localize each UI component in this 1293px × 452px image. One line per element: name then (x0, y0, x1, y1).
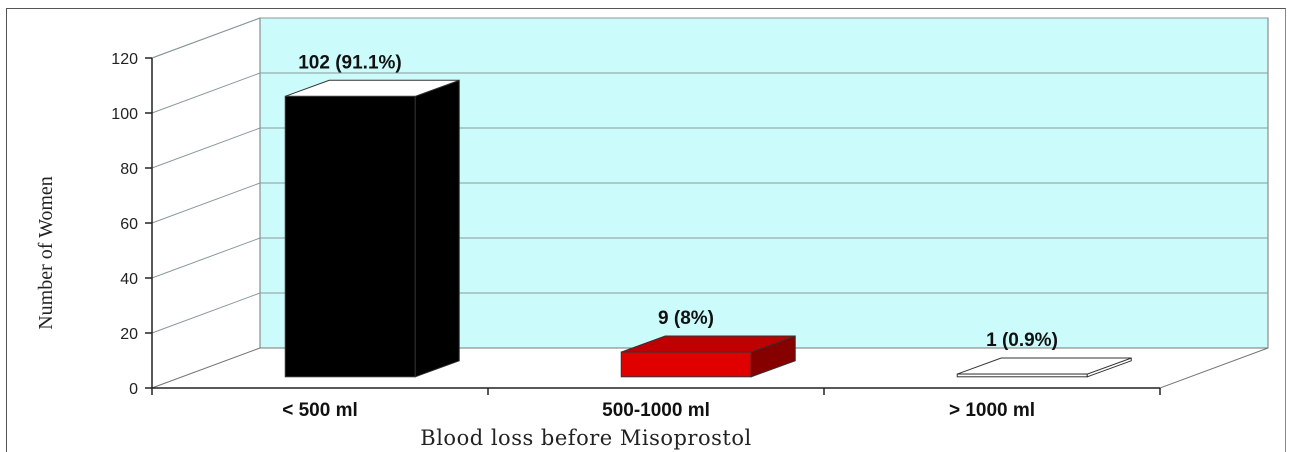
x-tick-label: 500-1000 ml (602, 400, 710, 421)
bar-top (621, 335, 796, 353)
gridline (151, 292, 261, 334)
x-axis-title: Blood loss before Misoprostol (420, 426, 751, 450)
x-tick-label: > 1000 ml (949, 400, 1035, 421)
axes (145, 57, 1161, 395)
bar-front (620, 351, 752, 378)
gridline (151, 127, 261, 169)
y-axis-title: Number of Women (35, 176, 57, 330)
x-tick-label: < 500 ml (282, 400, 358, 421)
bars (284, 79, 1132, 378)
y-tick-label: 120 (111, 51, 138, 68)
y-tick-label: 40 (120, 271, 138, 288)
bar-top (285, 79, 460, 97)
gridline (151, 72, 261, 114)
x-tick-labels: < 500 ml 500-1000 ml > 1000 ml (282, 400, 1035, 421)
y-tick-label: 20 (120, 326, 138, 343)
gridline (151, 182, 261, 224)
data-label: 9 (8%) (658, 308, 714, 329)
gridline (151, 237, 261, 279)
gridline (151, 17, 261, 59)
y-tick-labels: 0 20 40 60 80 100 120 (111, 51, 138, 398)
y-tick-label: 0 (129, 381, 138, 398)
bar-front (284, 95, 416, 378)
y-tick-label: 60 (120, 216, 138, 233)
bar-side (414, 79, 460, 378)
y-tick-label: 100 (111, 106, 138, 123)
data-label: 1 (0.9%) (986, 330, 1058, 351)
bar (956, 357, 1132, 378)
y-tick-label: 80 (120, 161, 138, 178)
data-label: 102 (91.1%) (298, 52, 402, 73)
bar-top (957, 357, 1132, 375)
bar (620, 335, 796, 378)
data-labels: 102 (91.1%) 9 (8%) 1 (0.9%) (298, 52, 1058, 351)
bar (284, 79, 460, 378)
